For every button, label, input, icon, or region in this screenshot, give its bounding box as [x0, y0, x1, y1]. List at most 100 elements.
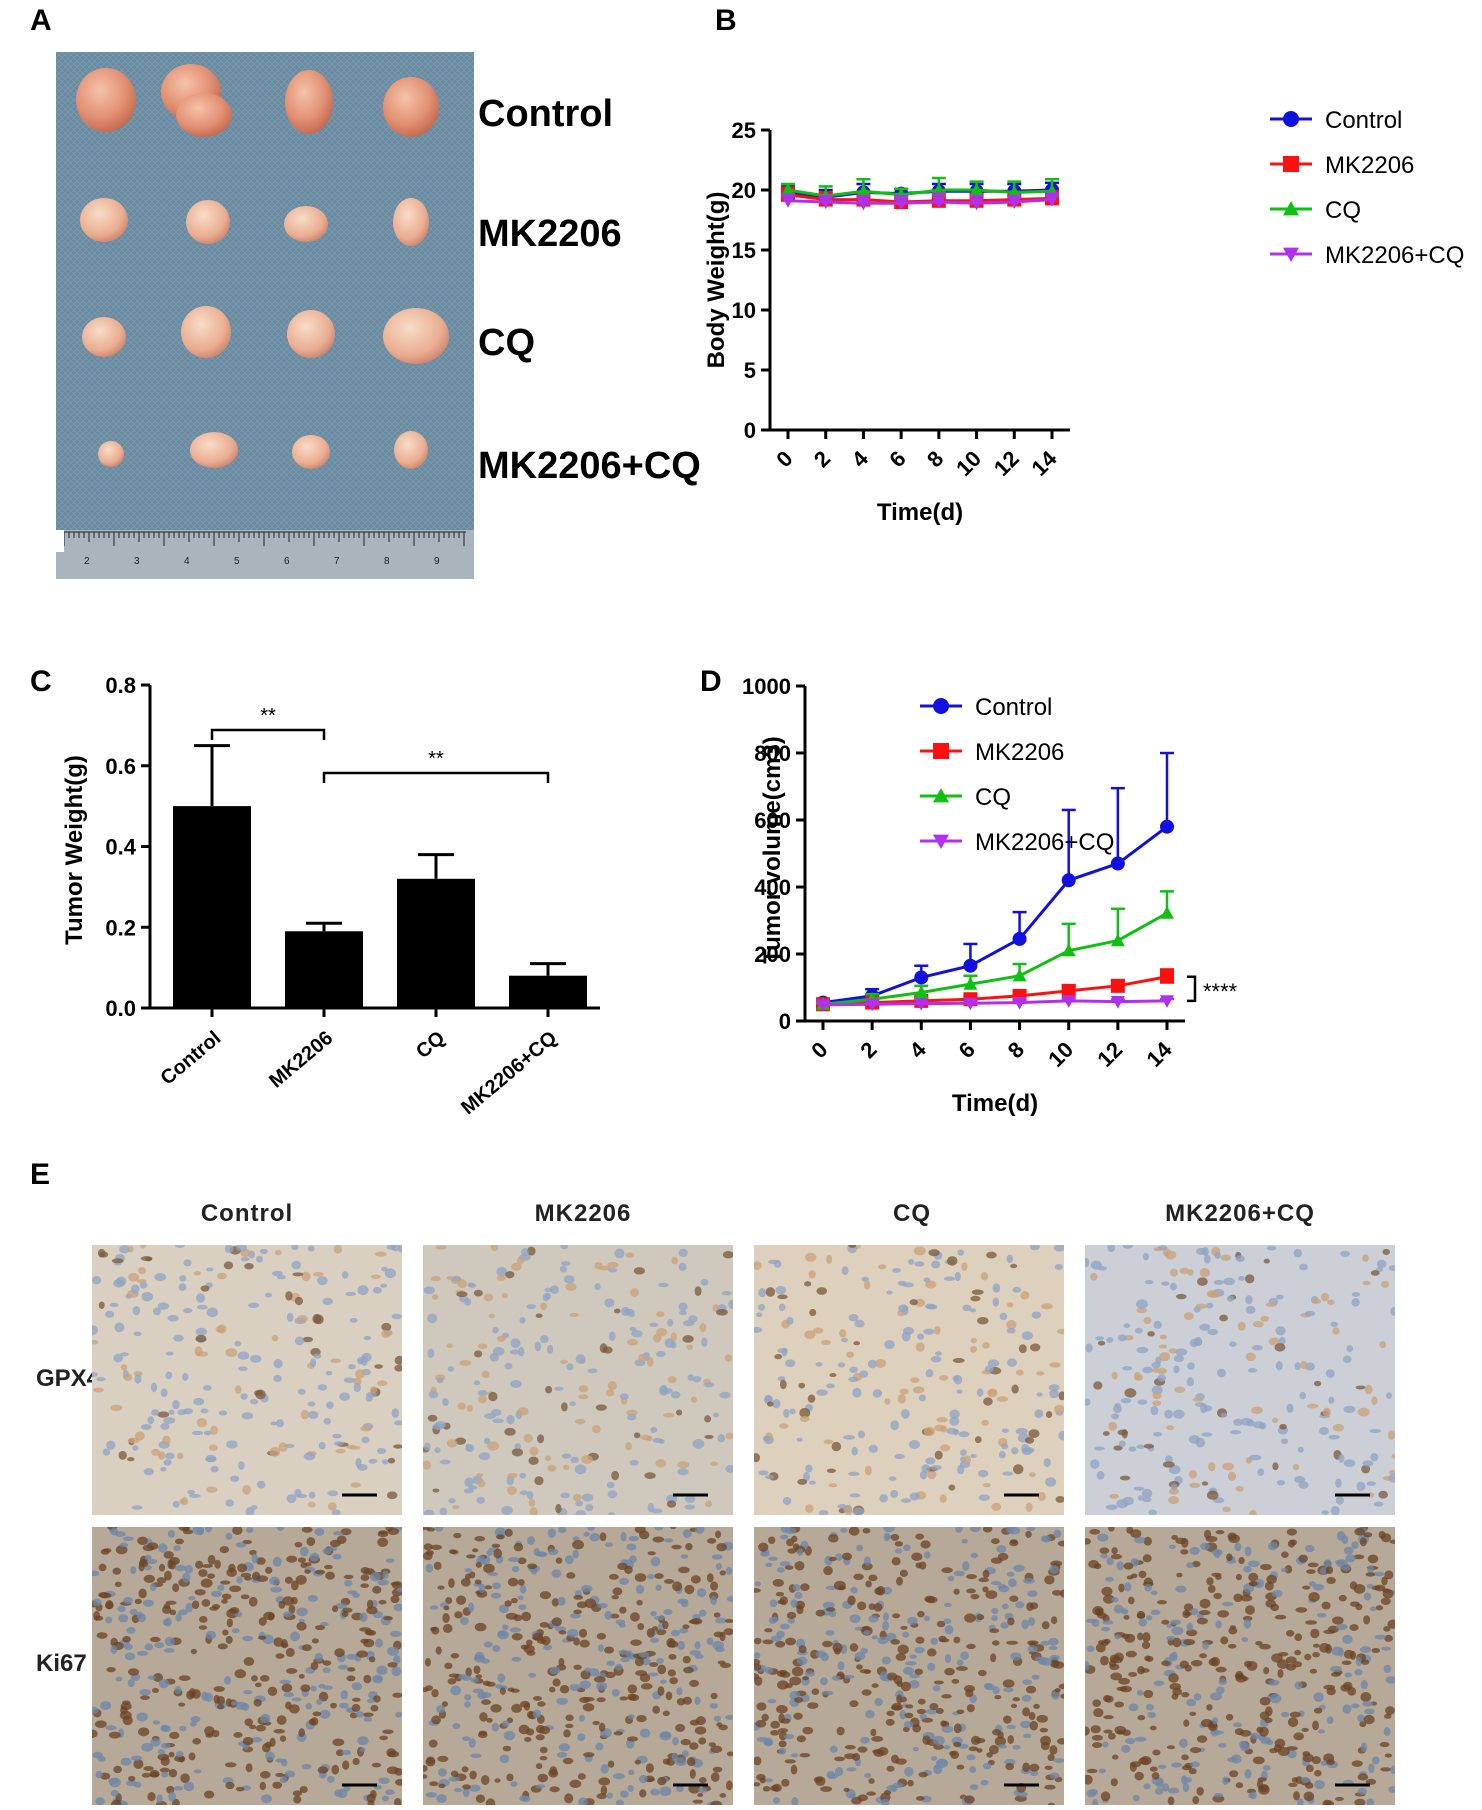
y-tick-label: 0 [744, 418, 756, 443]
legend-label: MK2206+CQ [1325, 242, 1464, 269]
legend-marker [933, 788, 949, 803]
series-line [822, 911, 1168, 1006]
x-tick-label: 2 [809, 446, 835, 472]
data-point [914, 970, 929, 985]
data-point [1110, 978, 1125, 993]
data-point [1061, 873, 1076, 888]
tumor-weight-chart: 0.0 0.2 0.4 0.6 0.8 Tumor Weight(g) Control MK2… [61, 673, 600, 1119]
legend-label: Control [1325, 107, 1402, 134]
data-point [1110, 856, 1125, 871]
ruler-number: 9 [434, 556, 440, 567]
ruler-number: 8 [384, 556, 390, 567]
y-tick-label: 400 [754, 875, 791, 900]
tumors-cq [82, 306, 449, 364]
x-tick-label: 12 [989, 446, 1024, 481]
x-axis-label: Time(d) [877, 499, 963, 526]
x-tick-label: 6 [884, 446, 910, 472]
significance-bracket [1187, 975, 1197, 1003]
panel-letter-a: A [30, 4, 52, 37]
ihc-col-cq: CQ [893, 1200, 931, 1227]
data-point [1160, 906, 1174, 919]
legend-marker [933, 698, 949, 714]
x-tick-label: 0 [771, 446, 797, 472]
ihc-image-ki67-3 [1085, 1527, 1395, 1805]
y-tick-label: 0.6 [105, 754, 136, 779]
x-tick-label: 0 [806, 1037, 832, 1063]
legend-label: CQ [1325, 197, 1361, 224]
y-axis-label: Body Weight(g) [703, 192, 730, 369]
legend-marker [1283, 156, 1299, 172]
bar-cq [397, 878, 475, 1008]
tumor-photo-panel: 2 3 4 5 6 7 8 9 [56, 52, 474, 579]
data-point [1061, 943, 1076, 957]
x-tick-label: 10 [1043, 1037, 1078, 1072]
data-point [914, 985, 929, 999]
ihc-image-gpx4-2 [754, 1245, 1064, 1515]
x-tick-label: 8 [1003, 1037, 1029, 1063]
series-mk2206-cq [816, 995, 1174, 1012]
group-label-cq: CQ [478, 322, 535, 364]
data-point [1110, 995, 1125, 1009]
x-tick-label: Control [157, 1027, 226, 1090]
legend-label: MK2206+CQ [975, 829, 1114, 856]
y-tick-label: 800 [754, 741, 791, 766]
data-point [781, 195, 795, 208]
legend-label: CQ [975, 784, 1011, 811]
x-tick-label: 4 [847, 445, 874, 472]
x-tick-label: 10 [951, 446, 986, 481]
ihc-image-gpx4-1 [423, 1245, 733, 1515]
y-tick-label: 600 [754, 808, 791, 833]
significance-bracket [210, 728, 326, 740]
ihc-row-ki67: Ki67 [36, 1650, 87, 1677]
y-tick-label: 1000 [742, 674, 791, 699]
panel-letter-c: C [30, 665, 52, 698]
ihc-col-mk2206: MK2206 [534, 1200, 632, 1227]
data-point [914, 997, 929, 1011]
y-tick-label: 0.4 [105, 835, 136, 860]
bar-mk2206 [285, 931, 363, 1008]
ruler: 2 3 4 5 6 7 8 9 [56, 530, 474, 579]
x-tick-label: 12 [1092, 1037, 1127, 1072]
ihc-col-control: Control [200, 1200, 294, 1227]
data-point [1160, 819, 1174, 834]
data-point [1012, 968, 1027, 982]
data-point [1160, 995, 1174, 1008]
data-point [865, 998, 880, 1012]
data-point [963, 977, 978, 990]
y-axis-label: Tumor volume(cm3) [759, 736, 786, 964]
data-point [816, 999, 830, 1012]
y-tick-label: 0.2 [105, 915, 136, 940]
x-tick-label: MK2206 [265, 1027, 337, 1092]
ruler-number: 5 [234, 556, 240, 567]
x-axis-label: Time(d) [952, 1090, 1038, 1117]
data-point [1061, 995, 1076, 1008]
series-line [787, 198, 1053, 205]
x-tick-label: 6 [954, 1037, 980, 1063]
ihc-image-ki67-1 [423, 1527, 733, 1805]
x-tick-label: 14 [1142, 1036, 1178, 1072]
x-tick-label: 4 [904, 1036, 931, 1063]
ihc-row-gpx4: GPX4 [36, 1365, 101, 1392]
data-point [781, 183, 795, 196]
panel-letter-b: B [715, 4, 737, 37]
significance-label: ** [428, 748, 444, 770]
data-point [1061, 983, 1076, 998]
bar-mk2206-cq [509, 975, 587, 1008]
series-mk2206-cq [781, 192, 1059, 211]
legend-marker [1283, 111, 1299, 127]
group-label-mk2206: MK2206 [478, 213, 622, 255]
data-point [1110, 933, 1125, 947]
data-point [1160, 969, 1174, 984]
ruler-number: 4 [184, 556, 190, 567]
ihc-image-gpx4-3 [1085, 1245, 1395, 1515]
ihc-image-gpx4-0 [92, 1245, 402, 1515]
data-point [894, 197, 909, 211]
series-line [822, 825, 1168, 1005]
significance-label: ** [260, 705, 276, 727]
y-tick-label: 0.8 [105, 673, 136, 698]
y-tick-label: 5 [744, 358, 756, 383]
tumors-mk2206 [80, 198, 429, 246]
ruler-number: 6 [284, 556, 290, 567]
